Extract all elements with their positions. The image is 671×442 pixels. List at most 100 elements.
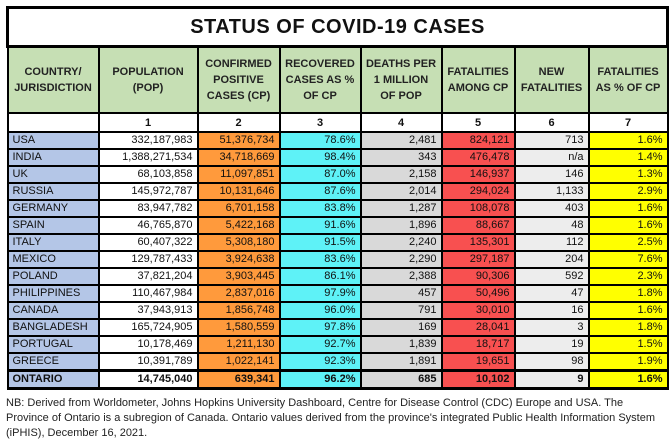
cell-recovered: 87.0% [278,165,362,184]
table-row: GERMANY 83,947,782 6,701,158 83.8% 1,287 108,… [6,199,669,218]
cell-fatalities: 824,121 [440,131,516,150]
cell-deaths-per-million: 457 [359,284,443,303]
cell-confirmed: 1,022,141 [196,352,281,372]
cell-confirmed: 5,422,168 [196,216,281,235]
cell-confirmed: 5,308,180 [196,233,281,252]
cell-deaths-per-million: 2,290 [359,250,443,269]
cell-fatalities: 19,651 [440,352,516,372]
column-number: 7 [587,112,669,133]
cell-country: GREECE [6,352,100,372]
cell-fatalities: 50,496 [440,284,516,303]
cell-confirmed: 6,701,158 [196,199,281,218]
cell-confirmed: 3,924,638 [196,250,281,269]
cell-fatalities: 88,667 [440,216,516,235]
cell-country: PHILIPPINES [6,284,100,303]
cell-fatality-pct: 1.9% [587,352,669,372]
cell-fatality-pct: 1.8% [587,284,669,303]
cell-fatalities: 108,078 [440,199,516,218]
cell-population: 68,103,858 [97,165,199,184]
cell-fatalities: 10,102 [440,369,516,390]
cell-country: UK [6,165,100,184]
cell-deaths-per-million: 1,839 [359,335,443,354]
cell-population: 1,388,271,534 [97,148,199,167]
header-fatality-pct: FATALITIES AS % OF CP [587,45,669,114]
table-row: RUSSIA 145,972,787 10,131,646 87.6% 2,014 294… [6,182,669,201]
table-row: MEXICO 129,787,433 3,924,638 83.6% 2,290 297,… [6,250,669,269]
cell-recovered: 96.0% [278,301,362,320]
cell-population: 10,391,789 [97,352,199,372]
cell-country: ONTARIO [6,369,100,390]
cell-population: 10,178,469 [97,335,199,354]
cell-recovered: 87.6% [278,182,362,201]
header-confirmed: CONFIRMED POSITIVE CASES (CP) [196,45,281,114]
column-number: 6 [513,112,590,133]
cell-deaths-per-million: 2,481 [359,131,443,150]
header-country: COUNTRY/ JURISDICTION [6,45,100,114]
cell-fatalities: 28,041 [440,318,516,337]
cell-new-fatalities: 3 [513,318,590,337]
footnote: NB: Derived from Worldometer, Johns Hopk… [6,397,655,439]
column-number: 2 [196,112,281,133]
cell-fatalities: 90,306 [440,267,516,286]
cell-fatality-pct: 1.6% [587,199,669,218]
cell-country: SPAIN [6,216,100,235]
table-row: SPAIN 46,765,870 5,422,168 91.6% 1,896 88,667… [6,216,669,235]
cell-fatalities: 146,937 [440,165,516,184]
table-row: PORTUGAL 10,178,469 1,211,130 92.7% 1,839 18,… [6,335,669,354]
cell-new-fatalities: 16 [513,301,590,320]
cell-country: POLAND [6,267,100,286]
cell-population: 37,943,913 [97,301,199,320]
cell-new-fatalities: 19 [513,335,590,354]
cell-country: RUSSIA [6,182,100,201]
cell-population: 14,745,040 [97,369,199,390]
cell-recovered: 92.7% [278,335,362,354]
cell-country: ITALY [6,233,100,252]
cell-confirmed: 3,903,445 [196,267,281,286]
cell-recovered: 97.8% [278,318,362,337]
cell-deaths-per-million: 2,388 [359,267,443,286]
cell-fatalities: 30,010 [440,301,516,320]
cell-population: 332,187,983 [97,131,199,150]
header-new-fatalities: NEW FATALITIES [513,45,590,114]
cell-new-fatalities: 146 [513,165,590,184]
cell-fatalities: 18,717 [440,335,516,354]
table-row: PHILIPPINES 110,467,984 2,837,016 97.9% 457 5… [6,284,669,303]
covid-status-table: STATUS OF COVID-19 CASES COUNTRY/ JURISD… [5,6,670,390]
header-fatalities: FATALITIES AMONG CP [440,45,516,114]
cell-recovered: 91.5% [278,233,362,252]
table-row: POLAND 37,821,204 3,903,445 86.1% 2,388 90,30… [6,267,669,286]
cell-recovered: 91.6% [278,216,362,235]
cell-new-fatalities: 112 [513,233,590,252]
table-row: ONTARIO 14,745,040 639,341 96.2% 685 10,102 9 1… [6,369,669,390]
cell-recovered: 98.4% [278,148,362,167]
column-number: 4 [359,112,443,133]
cell-fatalities: 297,187 [440,250,516,269]
table-row: UK 68,103,858 11,097,851 87.0% 2,158 146,937 1… [6,165,669,184]
cell-population: 83,947,782 [97,199,199,218]
cell-fatality-pct: 7.6% [587,250,669,269]
cell-fatality-pct: 1.6% [587,301,669,320]
cell-recovered: 86.1% [278,267,362,286]
cell-country: PORTUGAL [6,335,100,354]
cell-population: 46,765,870 [97,216,199,235]
cell-country: USA [6,131,100,150]
cell-fatality-pct: 1.4% [587,148,669,167]
cell-fatalities: 476,478 [440,148,516,167]
cell-confirmed: 1,580,559 [196,318,281,337]
table-row: CANADA 37,943,913 1,856,748 96.0% 791 30,010 1… [6,301,669,320]
cell-new-fatalities: 403 [513,199,590,218]
cell-country: BANGLADESH [6,318,100,337]
cell-fatality-pct: 2.9% [587,182,669,201]
cell-population: 165,724,905 [97,318,199,337]
cell-confirmed: 51,376,734 [196,131,281,150]
cell-deaths-per-million: 343 [359,148,443,167]
cell-country: GERMANY [6,199,100,218]
cell-fatality-pct: 1.6% [587,131,669,150]
cell-fatality-pct: 1.5% [587,335,669,354]
cell-country: CANADA [6,301,100,320]
cell-fatality-pct: 2.3% [587,267,669,286]
cell-recovered: 83.8% [278,199,362,218]
cell-recovered: 83.6% [278,250,362,269]
table-row: BANGLADESH 165,724,905 1,580,559 97.8% 169 28… [6,318,669,337]
cell-deaths-per-million: 791 [359,301,443,320]
